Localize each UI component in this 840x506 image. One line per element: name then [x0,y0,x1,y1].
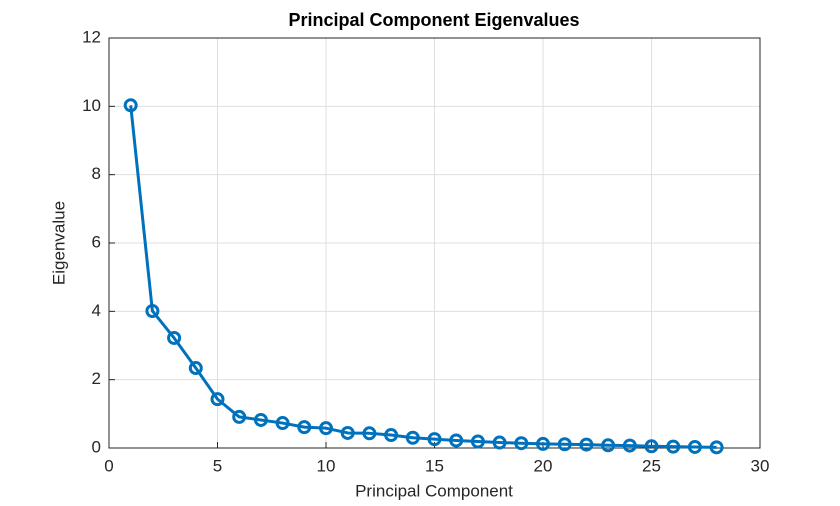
data-point [145,303,160,318]
x-tick-label: 25 [642,456,661,475]
y-tick-label: 8 [92,164,101,183]
data-point [579,437,594,452]
data-point [557,437,572,452]
data-point [167,330,182,345]
data-point [601,438,616,453]
y-tick-label: 2 [92,369,101,388]
x-tick-label: 20 [534,456,553,475]
data-point [340,425,355,440]
x-tick-label: 15 [425,456,444,475]
data-point [622,438,637,453]
data-point [297,420,312,435]
y-tick-label: 0 [92,437,101,456]
data-point [536,436,550,451]
data-point [666,439,681,454]
data-point [492,435,507,450]
y-tick-label: 4 [92,301,101,320]
chart-title: Principal Component Eigenvalues [288,10,579,30]
data-point [319,421,333,436]
y-tick-label: 10 [82,96,101,115]
data-point [384,428,399,443]
data-point [427,432,442,447]
series-line [129,105,717,449]
data-point [232,409,247,424]
x-tick-label: 5 [213,456,222,475]
data-point [449,433,464,448]
x-tick-label: 10 [317,456,336,475]
y-axis-label: Eigenvalue [49,201,68,285]
x-axis-label: Principal Component [355,481,513,500]
data-point [275,416,290,431]
data-point [514,436,529,451]
data-point [405,430,420,445]
data-point [188,361,203,376]
data-point [644,439,659,454]
data-point [123,98,138,113]
x-tick-label: 0 [104,456,113,475]
data-point [210,392,225,407]
data-point [470,434,485,449]
data-point [709,440,724,455]
data-point [687,439,702,454]
y-tick-label: 12 [82,27,101,46]
y-tick-label: 6 [92,232,101,251]
plot-frame [108,37,761,449]
data-point [253,412,268,427]
data-point [362,426,377,441]
x-tick-label: 30 [751,456,770,475]
